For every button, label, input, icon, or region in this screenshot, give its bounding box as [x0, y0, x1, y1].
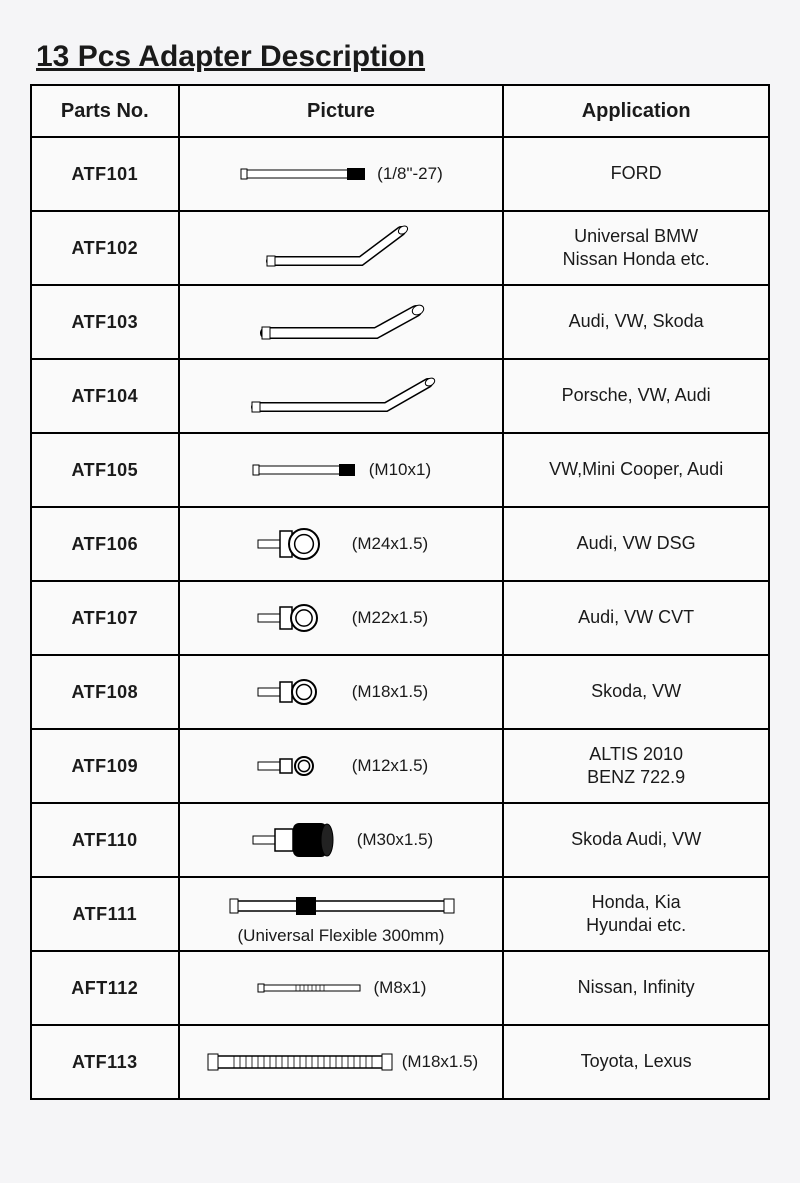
adapter-icon — [226, 893, 456, 919]
part-number: ATF113 — [31, 1025, 179, 1099]
picture-cell: (M24x1.5) — [179, 507, 504, 581]
adapter-icon — [251, 460, 361, 480]
adapter-icon — [249, 819, 349, 861]
application-cell: Honda, KiaHyundai etc. — [503, 877, 769, 951]
table-row: ATF110 (M30x1.5) Skoda Audi, VW — [31, 803, 769, 877]
spec-label: (M12x1.5) — [352, 756, 429, 776]
table-row: ATF109 (M12x1.5) ALTIS 2010BENZ 722.9 — [31, 729, 769, 803]
picture-cell: (M30x1.5) — [179, 803, 504, 877]
spec-label: (M22x1.5) — [352, 608, 429, 628]
table-row: ATF107 (M22x1.5) Audi, VW CVT — [31, 581, 769, 655]
table-row: ATF104 Porsche, VW, Audi — [31, 359, 769, 433]
adapter-icon — [256, 299, 426, 345]
application-cell: Audi, VW, Skoda — [503, 285, 769, 359]
table-row: AFT112 (M8x1) Nissan, Infinity — [31, 951, 769, 1025]
picture-cell: (1/8"-27) — [179, 137, 504, 211]
spec-label: (M8x1) — [374, 978, 427, 998]
adapter-icon — [246, 373, 436, 419]
part-number: AFT112 — [31, 951, 179, 1025]
spec-label: (M18x1.5) — [402, 1052, 479, 1072]
application-cell: ALTIS 2010BENZ 722.9 — [503, 729, 769, 803]
table-row: ATF113 (M18x1.5) Toyota, Lexus — [31, 1025, 769, 1099]
picture-cell: (M18x1.5) — [179, 655, 504, 729]
part-number: ATF106 — [31, 507, 179, 581]
application-cell: Audi, VW DSG — [503, 507, 769, 581]
picture-cell: (M8x1) — [179, 951, 504, 1025]
table-row: ATF108 (M18x1.5) Skoda, VW — [31, 655, 769, 729]
adapter-icon — [261, 223, 421, 273]
adapter-icon — [254, 676, 344, 708]
picture-cell — [179, 285, 504, 359]
spec-label: (1/8"-27) — [377, 164, 443, 184]
part-number: ATF108 — [31, 655, 179, 729]
table-row: ATF106 (M24x1.5) Audi, VW DSG — [31, 507, 769, 581]
application-cell: Audi, VW CVT — [503, 581, 769, 655]
table-row: ATF103 Audi, VW, Skoda — [31, 285, 769, 359]
part-number: ATF103 — [31, 285, 179, 359]
spec-label: (M24x1.5) — [352, 534, 429, 554]
col-header-application: Application — [503, 85, 769, 137]
part-number: ATF105 — [31, 433, 179, 507]
page-title: 13 Pcs Adapter Description — [30, 40, 770, 74]
adapter-icon — [254, 601, 344, 635]
application-cell: Porsche, VW, Audi — [503, 359, 769, 433]
application-cell: Toyota, Lexus — [503, 1025, 769, 1099]
table-row: ATF101 (1/8"-27) FORD — [31, 137, 769, 211]
part-number: ATF104 — [31, 359, 179, 433]
adapter-icon — [239, 164, 369, 184]
adapter-icon — [254, 753, 344, 779]
spec-label: (M10x1) — [369, 460, 431, 480]
adapter-icon — [204, 1048, 394, 1076]
part-number: ATF111 — [31, 877, 179, 951]
application-cell: FORD — [503, 137, 769, 211]
picture-cell: (M12x1.5) — [179, 729, 504, 803]
table-row: ATF111(Universal Flexible 300mm)Honda, K… — [31, 877, 769, 951]
application-cell: VW,Mini Cooper, Audi — [503, 433, 769, 507]
col-header-parts: Parts No. — [31, 85, 179, 137]
picture-cell — [179, 359, 504, 433]
part-number: ATF102 — [31, 211, 179, 285]
picture-cell: (M10x1) — [179, 433, 504, 507]
part-number: ATF107 — [31, 581, 179, 655]
part-number: ATF101 — [31, 137, 179, 211]
spec-label: (M30x1.5) — [357, 830, 434, 850]
adapter-table: Parts No. Picture Application ATF101 (1/8… — [30, 84, 770, 1100]
picture-cell: (M18x1.5) — [179, 1025, 504, 1099]
adapter-icon — [254, 525, 344, 563]
spec-label: (Universal Flexible 300mm) — [180, 926, 503, 946]
adapter-icon — [256, 980, 366, 996]
application-cell: Universal BMWNissan Honda etc. — [503, 211, 769, 285]
table-header-row: Parts No. Picture Application — [31, 85, 769, 137]
table-row: ATF105 (M10x1) VW,Mini Cooper, Audi — [31, 433, 769, 507]
part-number: ATF110 — [31, 803, 179, 877]
application-cell: Skoda Audi, VW — [503, 803, 769, 877]
application-cell: Nissan, Infinity — [503, 951, 769, 1025]
application-cell: Skoda, VW — [503, 655, 769, 729]
col-header-picture: Picture — [179, 85, 504, 137]
table-row: ATF102 Universal BMWNissan Honda etc. — [31, 211, 769, 285]
picture-cell: (M22x1.5) — [179, 581, 504, 655]
part-number: ATF109 — [31, 729, 179, 803]
picture-cell — [179, 211, 504, 285]
picture-cell: (Universal Flexible 300mm) — [179, 877, 504, 951]
spec-label: (M18x1.5) — [352, 682, 429, 702]
